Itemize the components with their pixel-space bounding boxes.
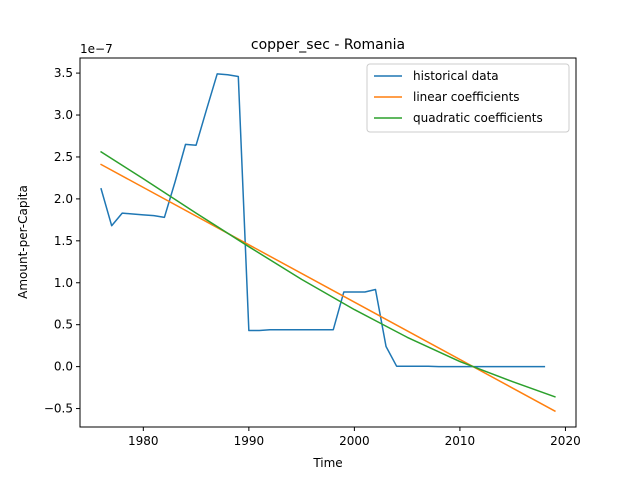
x-tick-label: 2010 (445, 434, 476, 448)
legend-label-3: quadratic coefficients (413, 111, 543, 125)
legend-box (366, 63, 570, 133)
legend-label-2: linear coefficients (413, 90, 520, 104)
series-line-3 (100, 150, 556, 398)
y-axis-scale-label: 1e−7 (80, 42, 113, 56)
y-tick-label: 0.5 (54, 318, 73, 332)
chart-title: copper_sec - Romania (251, 37, 405, 53)
y-tick-label: 2.5 (54, 150, 73, 164)
y-tick-label: −0.5 (44, 402, 73, 416)
y-tick-label: 2.0 (54, 192, 73, 206)
y-tick-label: 1.0 (54, 276, 73, 290)
x-axis-ticks: 1980 1990 2000 2010 2020 (128, 427, 581, 448)
series-line-1 (100, 73, 546, 368)
y-tick-label: 3.0 (54, 108, 73, 122)
legend: historical data linear coefficients quadra… (366, 63, 570, 133)
y-tick-label: 1.5 (54, 234, 73, 248)
series-layer (100, 73, 556, 413)
x-tick-label: 1980 (128, 434, 159, 448)
x-tick-label: 2000 (339, 434, 370, 448)
y-axis-label: Amount-per-Capita (16, 185, 30, 299)
x-tick-label: 2020 (550, 434, 581, 448)
legend-label-1: historical data (413, 69, 499, 83)
plot-frame (79, 57, 577, 428)
y-tick-label: 3.5 (54, 66, 73, 80)
y-axis-ticks: −0.5 0.0 0.5 1.0 1.5 2.0 2.5 3.0 3.5 (44, 66, 80, 416)
x-axis-label: Time (312, 456, 342, 470)
x-tick-label: 1990 (234, 434, 265, 448)
y-tick-label: 0.0 (54, 360, 73, 374)
series-line-2 (100, 163, 556, 413)
